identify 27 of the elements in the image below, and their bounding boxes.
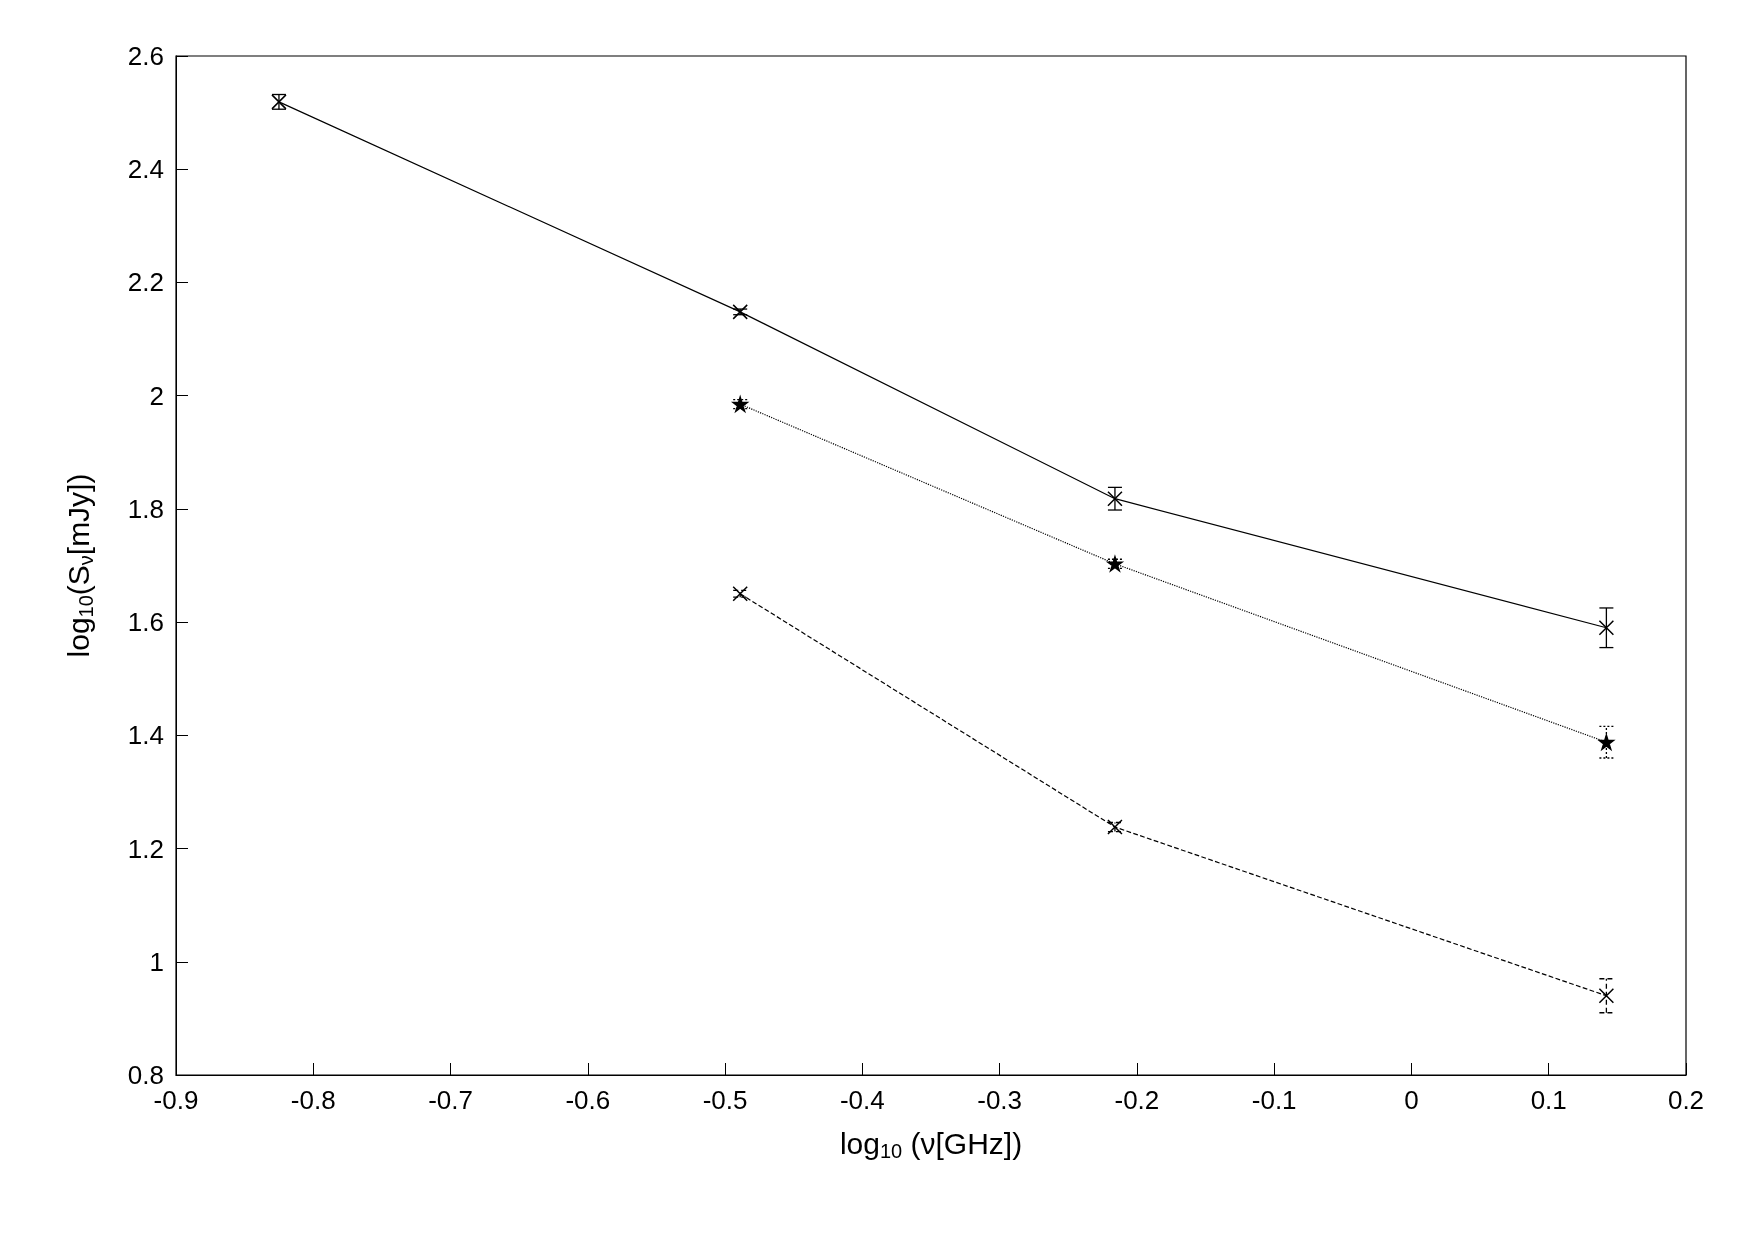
x-tick-label: -0.8 [290,1085,336,1115]
point [732,586,748,602]
y-tick-label: 1.6 [127,607,164,638]
y-tick-label: 1.2 [127,833,164,864]
y-tick-label: 2.4 [127,154,164,185]
y-tick-label: 1.8 [127,493,164,524]
x-tick-label: -0.5 [702,1085,748,1115]
x-tick-label: -0.1 [1251,1085,1297,1115]
x-tick-label: -0.6 [565,1085,611,1115]
y-tick-label: 1.4 [127,720,164,751]
y-axis-title: log10(Sν[mJy]) [61,473,97,658]
x-tick-label: 0.2 [1667,1085,1705,1115]
x-tick-label: -0.2 [1114,1085,1160,1115]
x-tick-label: 0 [1404,1085,1419,1115]
x-tick-label: -0.4 [839,1085,885,1115]
point [1598,987,1615,1004]
y-tick-label: 2.6 [127,41,164,71]
point [732,304,748,320]
x-tick-label: -0.7 [428,1085,473,1115]
point [1598,620,1615,636]
y-tick-label: 2 [149,380,164,411]
point [1107,490,1123,507]
y-tick-label: 2.2 [127,267,164,298]
x-tick-label: 0.1 [1530,1085,1567,1115]
point [1598,734,1615,750]
x-tick-label: -0.3 [977,1085,1023,1115]
y-tick-label: 1 [149,946,164,977]
